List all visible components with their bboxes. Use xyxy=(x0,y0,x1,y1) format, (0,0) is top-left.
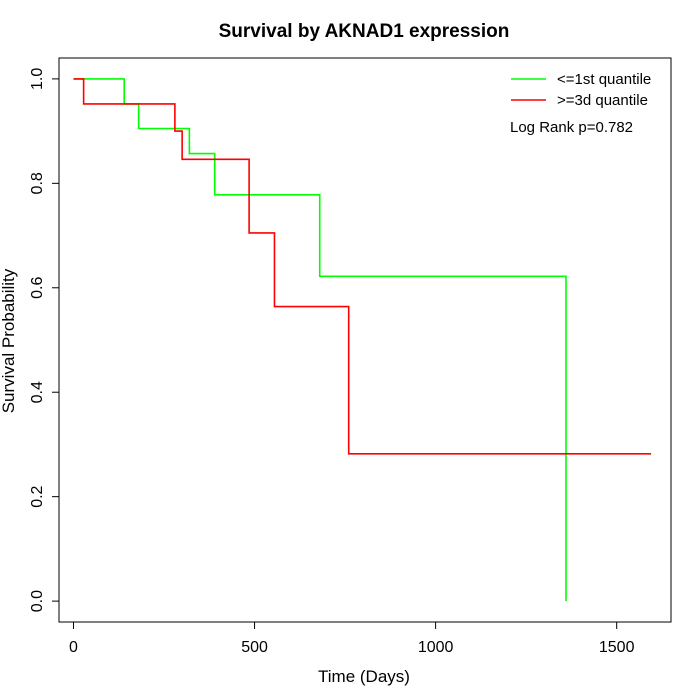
y-axis-label: Survival Probability xyxy=(0,268,18,413)
x-axis: 0 500 1000 1500 xyxy=(69,621,635,656)
y-tick-label: 0.8 xyxy=(29,172,46,194)
y-axis: 0.0 0.2 0.4 0.6 0.8 1.0 xyxy=(29,68,60,612)
y-tick-label: 0.2 xyxy=(29,485,46,507)
plot-frame xyxy=(58,57,672,623)
x-tick-label: 1000 xyxy=(418,639,454,656)
x-tick-label: 1500 xyxy=(599,639,635,656)
x-tick-label: 0 xyxy=(69,639,78,656)
series-line-low xyxy=(73,78,567,602)
y-tick-label: 1.0 xyxy=(29,68,46,90)
y-tick-label: 0.0 xyxy=(29,590,46,612)
chart-title: Survival by AKNAD1 expression xyxy=(219,21,510,42)
log-rank-annotation: Log Rank p=0.782 xyxy=(510,119,633,136)
legend-label-low: <=1st quantile xyxy=(557,71,651,88)
y-tick-label: 0.6 xyxy=(29,277,46,299)
legend-label-high: >=3d quantile xyxy=(557,92,648,109)
series-layer xyxy=(73,78,652,602)
x-tick-label: 500 xyxy=(241,639,268,656)
series-line-high xyxy=(73,78,652,455)
y-tick-label: 0.4 xyxy=(29,381,46,403)
legend: <=1st quantile >=3d quantile Log Rank p=… xyxy=(510,71,651,136)
x-axis-label: Time (Days) xyxy=(318,667,410,686)
